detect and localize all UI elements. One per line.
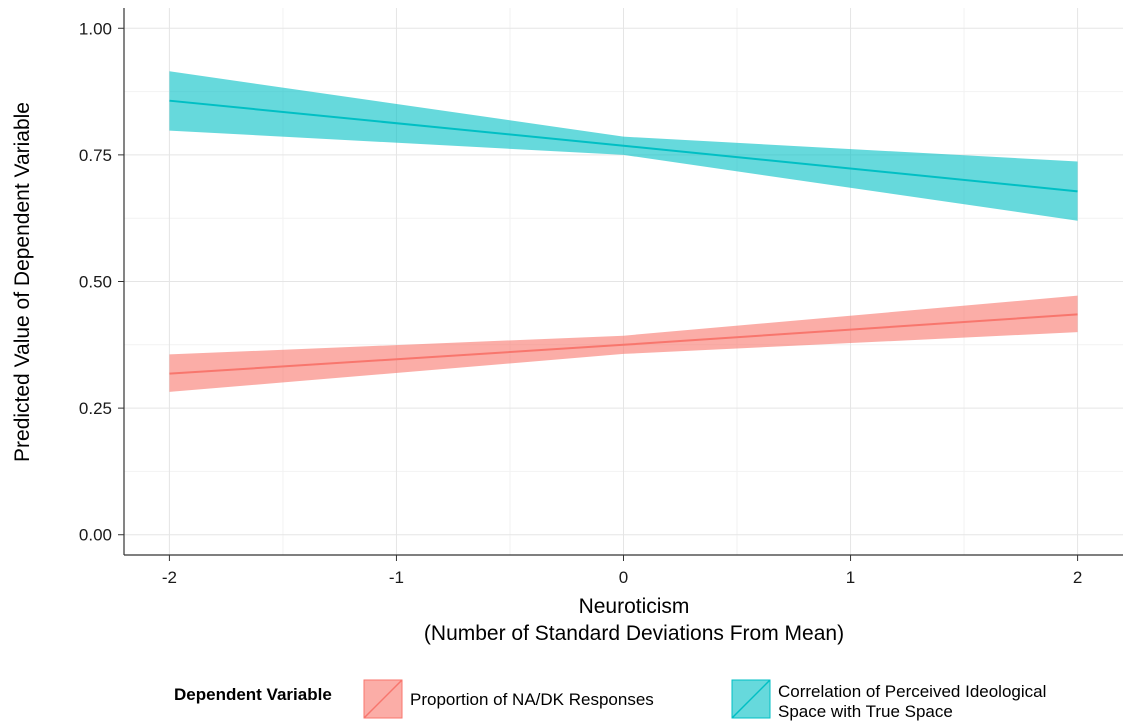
legend-key-line-series-1	[363, 679, 403, 719]
x-axis-title: Neuroticism	[579, 595, 690, 618]
x-tick-label: 0	[619, 568, 628, 587]
series-line-2	[169, 99, 1078, 193]
x-tick-label: -1	[389, 568, 404, 587]
y-tick-label: 0.75	[79, 146, 112, 165]
x-tick-label: 2	[1073, 568, 1082, 587]
legend-label-series-2-line-1: Correlation of Perceived Ideological	[778, 682, 1046, 701]
legend-title: Dependent Variable	[174, 685, 332, 704]
y-axis-title: Predicted Value of Dependent Variable	[11, 102, 34, 462]
y-tick-labels: 0.00 0.25 0.50 0.75 1.00	[79, 19, 112, 544]
x-axis-subtitle: (Number of Standard Deviations From Mean…	[424, 622, 844, 645]
y-tick-label: 0.50	[79, 273, 112, 292]
series-line-1	[169, 313, 1078, 375]
legend-key-line-series-2	[731, 679, 771, 719]
legend: Dependent Variable Proportion of NA/DK R…	[174, 679, 1046, 721]
legend-label-series-2-line-2: Space with True Space	[778, 702, 953, 721]
x-tick-label: 1	[846, 568, 855, 587]
x-tick-labels: -2 -1 0 1 2	[162, 568, 1082, 587]
y-tick-label: 0.00	[79, 526, 112, 545]
confidence-band-series-1	[169, 295, 1078, 392]
axes	[118, 8, 1123, 561]
legend-label-series-1: Proportion of NA/DK Responses	[410, 690, 654, 709]
y-tick-label: 0.25	[79, 399, 112, 418]
x-tick-label: -2	[162, 568, 177, 587]
y-tick-label: 1.00	[79, 19, 112, 38]
series-lines	[169, 99, 1078, 375]
